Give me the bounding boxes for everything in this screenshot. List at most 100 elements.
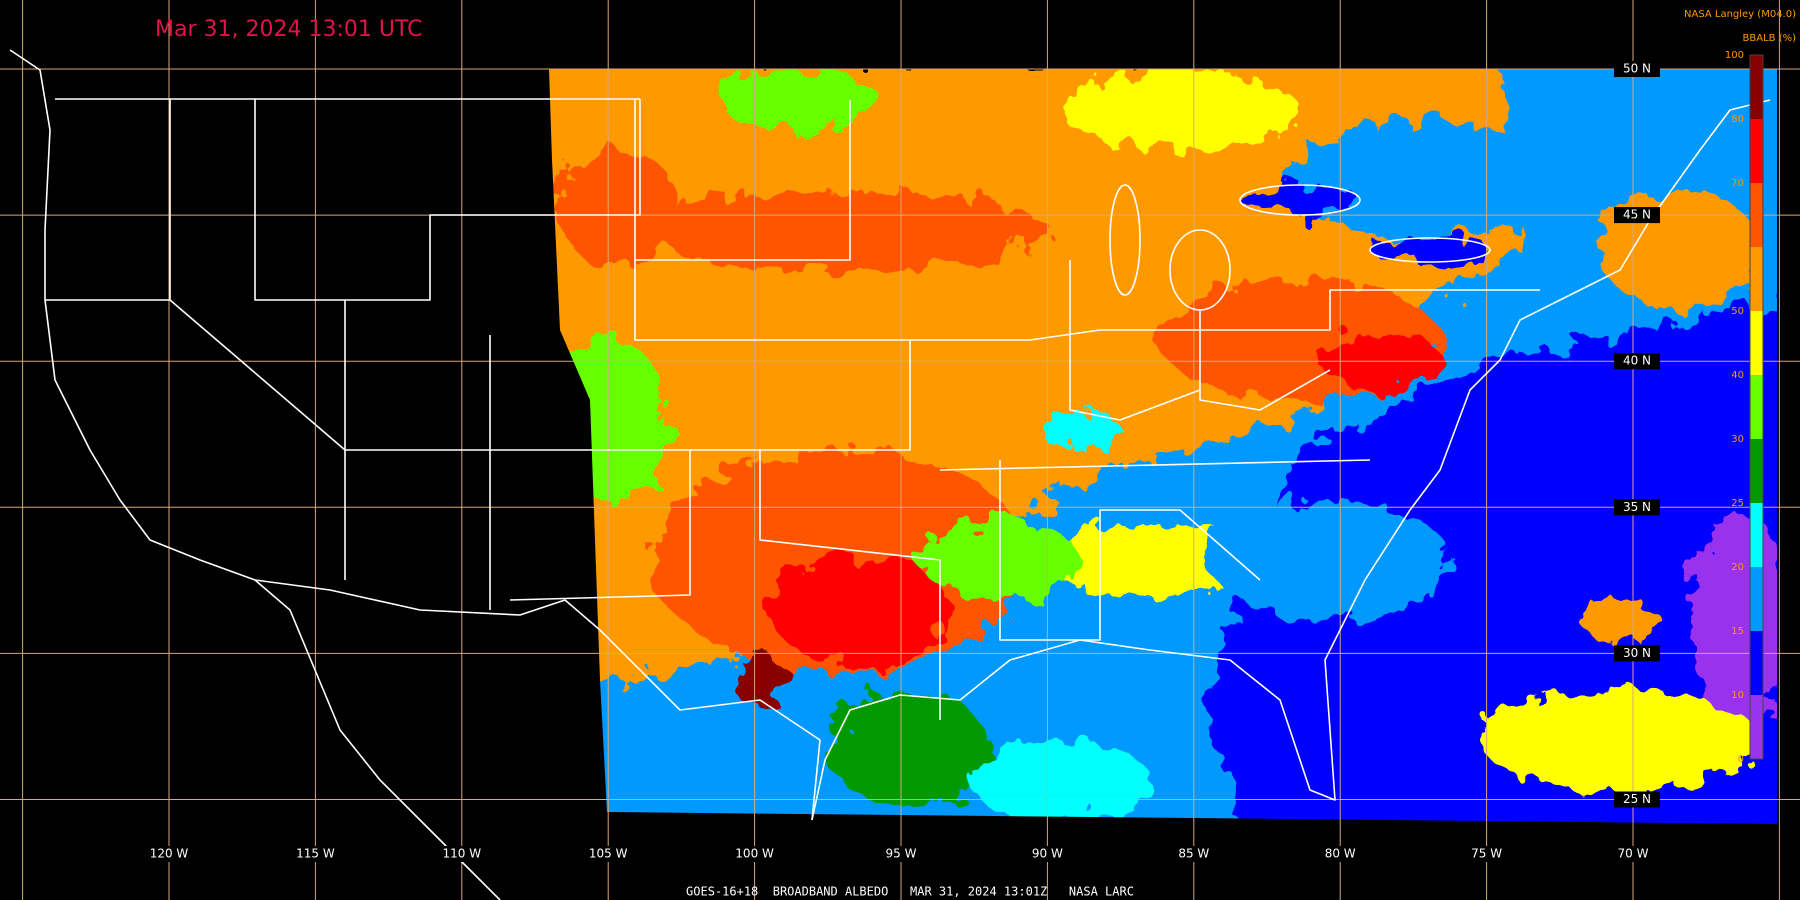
colorbar-band [1750,631,1763,695]
colorbar-band [1750,119,1763,183]
label-bg [584,846,633,862]
title: Mar 31, 2024 13:01 UTC [155,17,422,42]
colorbar-tick-label: 20 [1731,562,1744,573]
lon-label: 110 W [443,847,482,861]
colorbar-tick-label: 25 [1731,498,1744,509]
lon-label: 90 W [1032,847,1063,861]
colorbar-band [1750,439,1763,503]
state-lines [910,289,1540,341]
label-bg [1614,499,1660,516]
state-lines [939,459,1371,471]
lat-label: 25 N [1623,792,1651,806]
imagery-region [1290,120,1550,240]
lake [1169,229,1231,311]
imagery-region [1040,525,1260,595]
label-bg [291,846,340,862]
colorbar-tick-label: 30 [1731,434,1744,445]
colorbar-tick-label: 70 [1731,178,1744,189]
label-bg [1609,846,1657,862]
lat-label: 35 N [1623,500,1651,514]
colorbar: 0 10 15 20 25 30 40 50 60 70 80 100 [1725,50,1764,765]
imagery-lake [1240,185,1360,215]
imagery-region [770,555,950,665]
label-bg [1023,846,1072,862]
label-bg [437,846,486,862]
colorbar-tick-label: 60 [1731,242,1744,253]
imagery-region [1060,70,1300,150]
footer: GOES-16+18 BROADBAND ALBEDO MAR 31, 2024… [686,885,1134,899]
state-lines [1199,310,1331,411]
colorbar-tick-label: 100 [1725,50,1744,61]
lat-label: 45 N [1623,208,1651,222]
imagery-region [1580,600,1660,640]
coastline [9,49,501,900]
label-bg [1614,61,1660,77]
label-bg [877,846,925,862]
lat-label: 50 N [1623,62,1651,76]
colorbar-tick-label: 40 [1731,370,1744,381]
imagery-lake [1370,238,1490,262]
lon-label: 75 W [1471,847,1502,861]
label-bg [1169,846,1218,862]
lon-label: 85 W [1178,847,1209,861]
colorbar-title: BBALB (%) [1743,33,1797,44]
state-lines [999,460,1261,641]
colorbar-band [1750,183,1763,247]
lake [1239,184,1361,216]
graticule-labels: 120 W 115 W 110 W 105 W 100 W 95 W 90 W 85 W 80 … [145,61,1660,862]
lon-label: 105 W [589,847,628,861]
label-bg [1462,846,1511,862]
border [254,579,821,821]
state-lines [344,300,691,601]
colorbar-tick-label: 15 [1731,626,1744,637]
colorbar-frame [1749,54,1764,760]
state-lines [635,100,851,261]
coastline [811,99,1771,821]
imagery-region [720,70,880,130]
lon-label: 100 W [735,847,774,861]
colorbar-band [1750,247,1763,311]
lat-label: 30 N [1623,646,1651,660]
imagery-region [1320,330,1440,390]
colorbar-band [1750,55,1763,119]
label-bg [1614,207,1660,224]
lake [1109,184,1141,296]
imagery-region [1210,500,1450,620]
label-bg [1316,846,1365,862]
imagery-region [1480,690,1760,790]
colorbar-tick-label: 0 [1738,754,1744,765]
lat-label: 40 N [1623,354,1651,368]
imagery-region [1690,510,1777,730]
lon-label: 70 W [1618,847,1649,861]
label-bg [1614,791,1660,808]
label-bg [145,846,193,862]
colorbar-tick-label: 80 [1731,114,1744,125]
colorbar-band [1750,695,1763,759]
outlines [9,49,1771,900]
lon-label: 115 W [296,847,335,861]
label-bg [1614,645,1660,662]
colorbar-tick-label: 50 [1731,306,1744,317]
label-bg [730,846,779,862]
colorbar-band [1750,375,1763,439]
source-label: NASA Langley (M04.0) [1684,9,1796,20]
imagery-region [830,690,990,810]
imagery-region [730,655,790,705]
colorbar-tick-label: 10 [1731,690,1744,701]
label-bg [1614,353,1660,370]
lon-label: 120 W [150,847,189,861]
imagery-region [970,740,1150,820]
state-lines [254,99,641,301]
colorbar-band [1750,503,1763,567]
state-lines [1069,260,1201,421]
imagery-region [1040,410,1120,450]
state-lines [759,450,941,720]
colorbar-band [1750,311,1763,375]
lon-label: 95 W [886,847,917,861]
lake [1369,237,1491,263]
imagery-region [560,150,680,270]
lon-label: 80 W [1325,847,1356,861]
